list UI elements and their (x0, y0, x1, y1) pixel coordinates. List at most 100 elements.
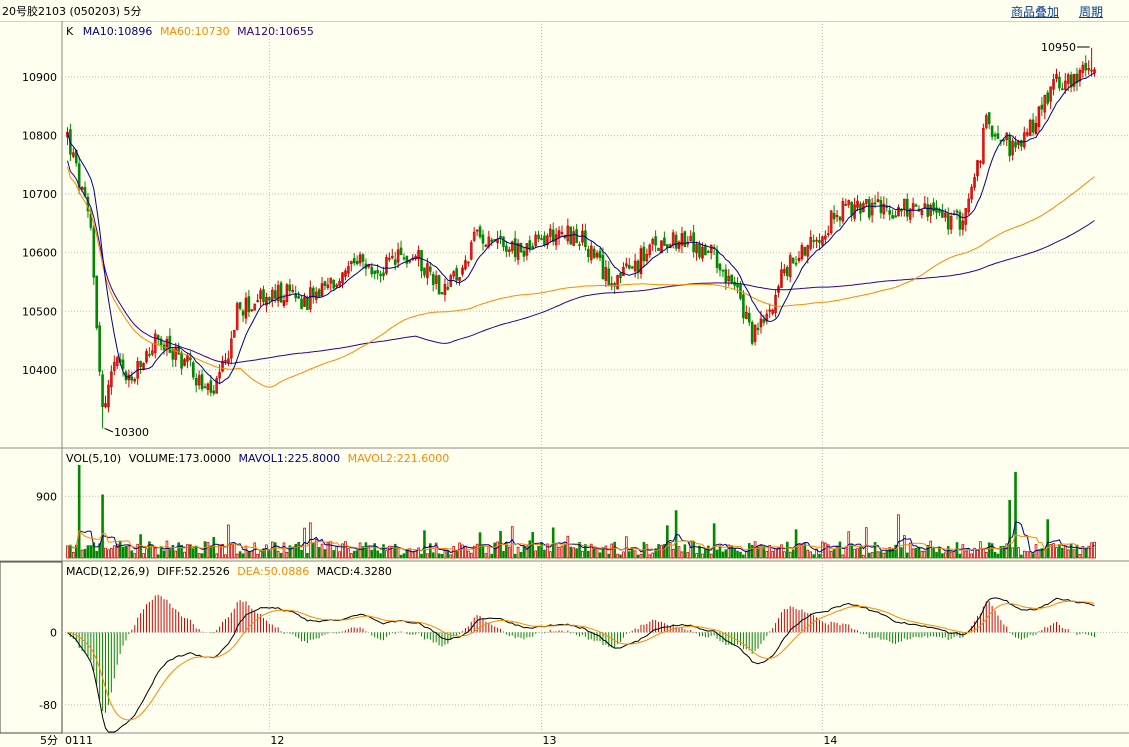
volume-bar (756, 546, 760, 559)
candle-body (803, 246, 807, 256)
volume-bar (420, 553, 423, 559)
candle-body (238, 302, 242, 309)
candle-body (745, 311, 748, 320)
candle-body (440, 292, 444, 295)
volume-bar (581, 550, 584, 559)
volume-bar (449, 554, 453, 559)
volume-bar (759, 545, 763, 559)
volume-bar (83, 548, 87, 559)
volume-bar (1081, 546, 1085, 559)
candle-body (873, 202, 877, 205)
candle-body (756, 327, 760, 331)
volume-bar (601, 547, 605, 559)
volume-bar (955, 542, 959, 559)
candle-body (800, 245, 804, 260)
candle-body (742, 294, 745, 319)
volume-bar (77, 465, 81, 559)
candle-body (183, 359, 186, 366)
candle-body (104, 403, 107, 408)
volume-bar (115, 543, 119, 559)
candle-body (1049, 86, 1052, 102)
volume-bar (739, 551, 742, 559)
candle-body (774, 294, 777, 313)
candle-body (844, 203, 848, 206)
volume-bar (253, 542, 257, 559)
low-annotation: 10300 (114, 426, 149, 439)
candle-body (528, 240, 532, 250)
candle-body (455, 268, 458, 281)
candle-body (973, 177, 976, 188)
volume-bar (777, 547, 780, 559)
volume-bar (402, 553, 406, 559)
volume-bar (446, 550, 450, 559)
volume-bar (180, 544, 183, 559)
volume-bar (171, 545, 175, 559)
candle-body (604, 266, 608, 281)
volume-bar (701, 553, 704, 559)
volume-bar (657, 544, 660, 559)
volume-bar (493, 542, 496, 559)
candle-body (373, 270, 377, 274)
volume-bar (294, 543, 298, 559)
volume-bar (625, 536, 628, 559)
volume-bar (575, 548, 578, 559)
candle-body (970, 186, 973, 200)
volume-bar (1002, 545, 1006, 559)
volume-bar (121, 546, 125, 559)
volume-bar (607, 553, 611, 559)
volume-bar (768, 545, 772, 559)
volume-bar (86, 545, 90, 559)
candle-body (993, 134, 997, 137)
volume-bar (996, 553, 1000, 559)
candle-body (72, 152, 75, 157)
volume-bar (107, 549, 110, 559)
candle-body (452, 271, 456, 277)
candle-body (469, 242, 473, 260)
volume-bar (584, 544, 587, 559)
volume-bar (399, 554, 403, 559)
volume-bar (279, 552, 283, 559)
volume-bar (227, 524, 230, 559)
volume-bar (835, 545, 839, 559)
volume-bar (165, 540, 169, 559)
candle-body (660, 240, 663, 254)
candle-body (1014, 141, 1017, 148)
volume-bar (232, 543, 236, 559)
volume-bar (733, 548, 736, 559)
volume-bar (437, 553, 441, 559)
volume-bar (660, 544, 663, 559)
candle-body (548, 228, 552, 237)
volume-bar (221, 543, 224, 559)
candle-body (443, 283, 447, 295)
candle-body (826, 233, 830, 236)
volume-bar (370, 549, 374, 559)
overlay-commodity-link[interactable]: 商品叠加 (1011, 5, 1060, 19)
volume-bar (797, 543, 801, 559)
candle-body (961, 220, 965, 230)
candle-body (560, 232, 564, 234)
volume-bar (630, 547, 634, 559)
volume-bar (566, 535, 570, 559)
period-link[interactable]: 周期 (1079, 5, 1104, 19)
volume-bar (619, 554, 622, 559)
candle-body (273, 290, 277, 299)
candle-body (984, 115, 988, 128)
volume-bar (393, 543, 397, 559)
candle-body (268, 297, 271, 301)
volume-bar (382, 544, 385, 559)
candle-body (370, 266, 374, 275)
volume-bar (926, 544, 930, 559)
candle-body (209, 380, 213, 393)
candle-body (914, 204, 918, 207)
price-tick-label: 10500 (22, 305, 57, 318)
volume-bar (721, 551, 725, 559)
candle-body (1058, 76, 1061, 89)
candle-body (806, 245, 810, 257)
volume-bar (306, 552, 309, 559)
volume-bar (604, 545, 608, 559)
ma10-legend: MA10:10896 (83, 25, 153, 38)
volume-bar (935, 552, 938, 559)
volume-bar (900, 547, 903, 559)
candle-body (1008, 135, 1011, 157)
